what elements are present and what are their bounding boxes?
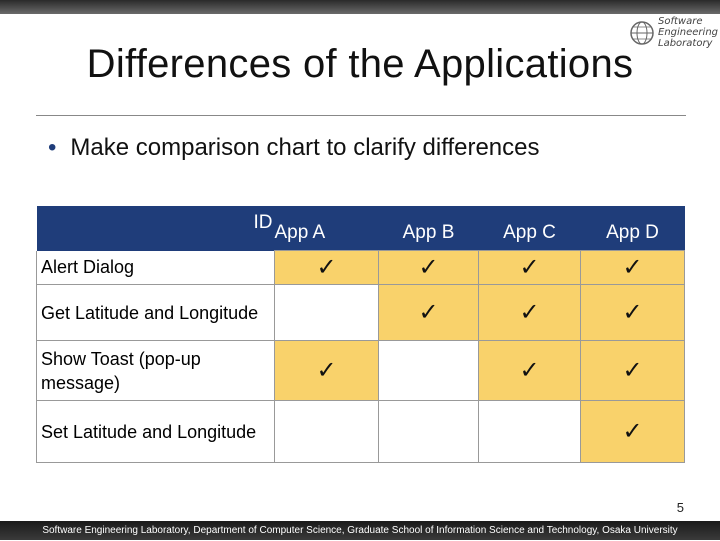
bullet-text: Make comparison chart to clarify differe… xyxy=(70,134,540,161)
footer-bar: Software Engineering Laboratory, Departm… xyxy=(0,521,720,540)
empty-cell xyxy=(378,340,479,401)
check-icon: ✓ xyxy=(519,254,540,281)
header-app-a: App A xyxy=(274,206,379,251)
row-label: Set Latitude and Longitude xyxy=(36,400,275,463)
logo-globe-icon xyxy=(630,21,654,45)
logo-line-2: Engineering xyxy=(658,27,718,38)
bullet-item: • Make comparison chart to clarify differ… xyxy=(48,134,540,162)
check-cell: ✓ xyxy=(274,250,379,285)
header-app-b: App B xyxy=(378,206,479,251)
check-cell: ✓ xyxy=(378,284,479,341)
row-label: Alert Dialog xyxy=(36,250,275,285)
table-row: Set Latitude and Longitude ✓ xyxy=(36,400,685,463)
bullet-dot-icon: • xyxy=(48,134,57,161)
empty-cell xyxy=(274,400,379,463)
header-id-label: ID xyxy=(253,212,273,233)
empty-cell xyxy=(378,400,479,463)
check-cell: ✓ xyxy=(580,284,685,341)
slide-title: Differences of the Applications xyxy=(86,42,634,86)
row-label: Get Latitude and Longitude xyxy=(36,284,275,341)
sel-logo: Software Engineering Laboratory xyxy=(628,16,718,50)
check-icon: ✓ xyxy=(622,357,643,384)
check-icon: ✓ xyxy=(418,254,439,281)
table-row: Get Latitude and Longitude ✓ ✓ ✓ xyxy=(36,284,685,341)
logo-line-3: Laboratory xyxy=(658,38,713,49)
header-app-c: App C xyxy=(478,206,581,251)
top-bar xyxy=(0,0,720,14)
check-cell: ✓ xyxy=(580,400,685,463)
row-label: Show Toast (pop-up message) xyxy=(36,340,275,401)
empty-cell xyxy=(274,284,379,341)
table-header-row: ID App A App B App C App D xyxy=(36,206,685,251)
check-cell: ✓ xyxy=(580,250,685,285)
title-divider xyxy=(36,115,686,116)
check-icon: ✓ xyxy=(519,357,540,384)
check-icon: ✓ xyxy=(622,299,643,326)
check-cell: ✓ xyxy=(378,250,479,285)
page-number: 5 xyxy=(676,500,684,515)
table-row: Show Toast (pop-up message) ✓ ✓ ✓ xyxy=(36,340,685,401)
check-icon: ✓ xyxy=(316,254,337,281)
logo-line-1: Software xyxy=(658,16,703,27)
check-cell: ✓ xyxy=(478,340,581,401)
check-icon: ✓ xyxy=(316,357,337,384)
check-cell: ✓ xyxy=(478,284,581,341)
check-icon: ✓ xyxy=(418,299,439,326)
header-app-d: App D xyxy=(580,206,685,251)
check-cell: ✓ xyxy=(580,340,685,401)
check-cell: ✓ xyxy=(478,250,581,285)
comparison-table: ID App A App B App C App D Alert Dialog … xyxy=(36,206,685,463)
header-id: ID xyxy=(36,206,275,251)
check-icon: ✓ xyxy=(519,299,540,326)
check-icon: ✓ xyxy=(622,254,643,281)
check-icon: ✓ xyxy=(622,418,643,445)
check-cell: ✓ xyxy=(274,340,379,401)
empty-cell xyxy=(478,400,581,463)
logo-text: Software Engineering Laboratory xyxy=(658,16,718,49)
table-row: Alert Dialog ✓ ✓ ✓ ✓ xyxy=(36,250,685,285)
